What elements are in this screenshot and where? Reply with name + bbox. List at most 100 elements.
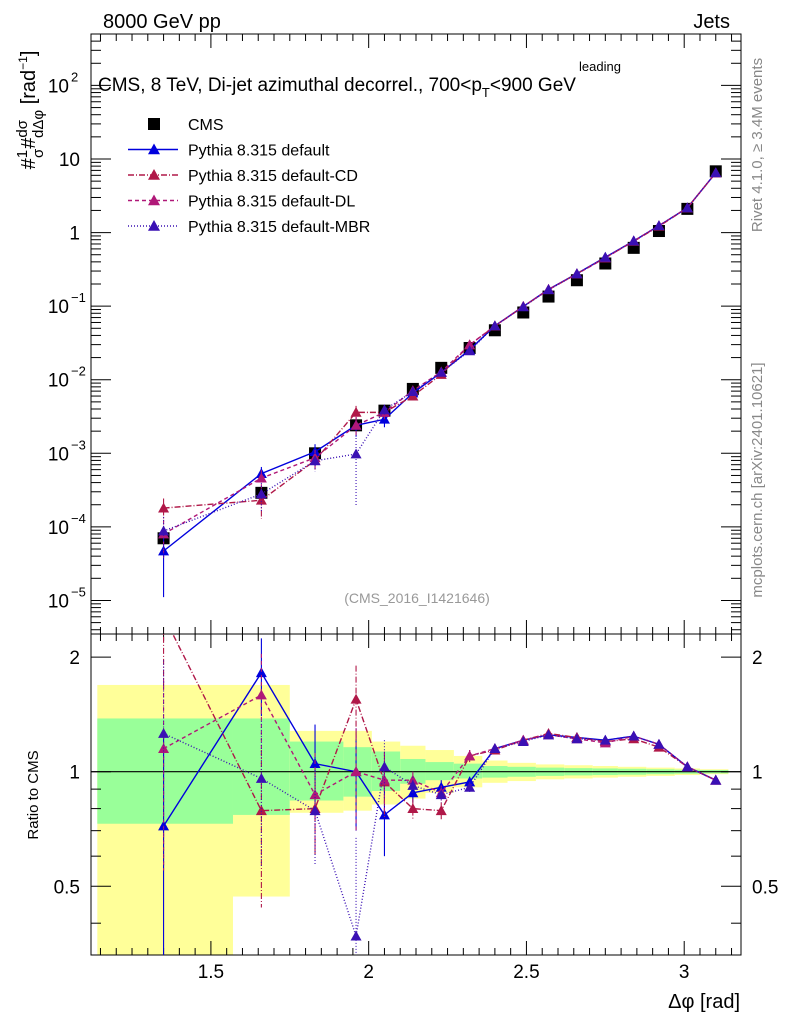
ratio-marker-3-8	[489, 743, 501, 753]
ratio-marker-1-6	[435, 805, 447, 816]
main-marker-3-12	[599, 251, 611, 262]
ratio-axis-label: Ratio to CMS	[25, 750, 42, 839]
ratio-marker-3-13	[628, 730, 640, 741]
main-y-tick-exp-7: 2	[71, 69, 78, 84]
ratio-marker-0-7	[464, 776, 476, 787]
side-label-bottom: mcplots.cern.ch [arXiv:2401.10621]	[749, 362, 766, 597]
legend-marker-2	[148, 169, 160, 180]
main-y-tick-label-3: 10	[48, 371, 69, 392]
main-y-tick-exp-2: −3	[71, 437, 86, 452]
main-marker-2-1	[255, 472, 267, 483]
ratio-y-ticks	[91, 656, 741, 924]
main-y-ticks	[91, 33, 741, 631]
plot-title-sub: T	[482, 85, 490, 100]
main-y-tick-label-1: 10	[48, 518, 69, 539]
ratio-y-tick-label-right-1: 1	[752, 763, 763, 784]
main-marker-3-4	[378, 404, 390, 415]
ratio-marker-2-5	[407, 774, 419, 785]
main-y-tick-label-7: 10	[48, 76, 69, 97]
ratio-marker-3-1	[255, 772, 267, 783]
ratio-marker-3-11	[571, 733, 583, 744]
ratio-marker-3-4	[378, 761, 390, 772]
ratio-marker-2-7	[464, 750, 476, 761]
header-right-label: Jets	[693, 11, 730, 33]
main-marker-3-6	[435, 366, 447, 377]
plot-title-main: CMS, 8 TeV, Di-jet azimuthal decorrel., …	[98, 75, 482, 96]
ratio-plot-data	[158, 610, 722, 955]
ratio-marker-1-3	[350, 693, 362, 704]
main-marker-3-1	[255, 488, 267, 499]
main-marker-1-1	[255, 494, 267, 505]
ratio-y-tick-label-left-2: 2	[69, 648, 80, 669]
ratio-marker-2-3	[350, 766, 362, 777]
x-tick-label-3: 3	[679, 962, 690, 983]
main-y-tick-exp-1: −4	[71, 511, 86, 526]
main-y-tick-label-4: 10	[48, 297, 69, 318]
ratio-marker-3-3	[350, 930, 362, 941]
ratio-y-tick-label-right-0: 0.5	[752, 877, 778, 898]
ratio-marker-0-4	[378, 809, 390, 820]
ratio-marker-1-1	[255, 805, 267, 816]
ratio-marker-0-1	[255, 667, 267, 678]
ratio-marker-3-6	[435, 789, 447, 800]
main-marker-3-8	[489, 320, 501, 331]
legend-label-2: Pythia 8.315 default-CD	[188, 168, 358, 185]
legend-label-1: Pythia 8.315 default	[188, 143, 330, 160]
main-y-tick-label-0: 10	[48, 591, 69, 612]
ratio-marker-3-12	[599, 734, 611, 745]
main-marker-3-3	[350, 448, 362, 459]
main-marker-3-15	[681, 202, 693, 213]
ratio-marker-2-1	[255, 689, 267, 700]
main-marker-1-3	[350, 406, 362, 417]
ratio-marker-1-0	[158, 610, 169, 620]
ratio-y-tick-label-left-1: 1	[69, 763, 80, 784]
ratio-marker-1-5	[407, 803, 419, 813]
ratio-marker-3-10	[543, 729, 555, 740]
ratio-marker-3-9	[517, 736, 529, 746]
x-axis-label: Δφ [rad]	[668, 991, 740, 1013]
main-marker-3-9	[517, 301, 529, 312]
ratio-line-pythia-8-315-default-dl	[163, 694, 717, 796]
side-label-top: Rivet 4.1.0, ≥ 3.4M events	[749, 58, 766, 232]
header-left-label: 8000 GeV pp	[103, 11, 221, 33]
ratio-marker-3-2	[309, 805, 321, 816]
ratio-bands	[97, 684, 729, 955]
main-marker-3-5	[407, 386, 419, 396]
main-y-tick-exp-4: −1	[71, 290, 86, 305]
main-plot-data	[157, 165, 722, 598]
legend: CMS Pythia 8.315 default Pythia 8.315 defa…	[128, 117, 370, 236]
main-marker-3-11	[571, 268, 583, 279]
ratio-marker-3-5	[407, 779, 419, 790]
ratio-marker-3-15	[681, 761, 693, 772]
legend-label-3: Pythia 8.315 default-DL	[188, 194, 355, 211]
ratio-marker-3-0	[158, 727, 170, 738]
main-marker-3-7	[464, 345, 476, 356]
legend-marker-0	[148, 118, 160, 130]
x-tick-label-0: 1.5	[198, 962, 224, 983]
main-marker-2-3	[350, 419, 362, 430]
x-tick-label-2: 2.5	[513, 962, 539, 983]
main-marker-3-13	[628, 235, 640, 246]
ratio-y-tick-label-left-0: 0.5	[54, 877, 80, 898]
x-tick-label-1: 2	[363, 962, 374, 983]
main-marker-3-2	[309, 455, 321, 466]
plot-title-end: <900 GeV	[490, 75, 576, 96]
svg-text:#1σ#dσdΔφ [rad−1]: #1σ#dσdΔφ [rad−1]	[14, 51, 47, 170]
main-line-pythia-8-315-default-mbr	[163, 172, 717, 532]
ratio-marker-3-7	[464, 781, 476, 792]
main-marker-2-7	[464, 339, 476, 350]
main-y-tick-exp-0: −5	[71, 584, 86, 599]
main-marker-3-10	[543, 284, 555, 295]
y-axis-label: #1σ#dσdΔφ [rad−1]	[14, 51, 47, 170]
legend-marker-1	[148, 143, 160, 155]
plot-title-sup: leading	[579, 59, 621, 74]
main-marker-3-14	[653, 220, 665, 231]
main-marker-3-0	[158, 525, 170, 536]
main-y-tick-exp-3: −2	[71, 364, 86, 379]
ratio-marker-3-14	[653, 738, 665, 749]
main-y-tick-label-6: 10	[59, 150, 80, 171]
ratio-y-tick-label-right-2: 2	[752, 648, 763, 669]
legend-label-4: Pythia 8.315 default-MBR	[188, 219, 370, 236]
